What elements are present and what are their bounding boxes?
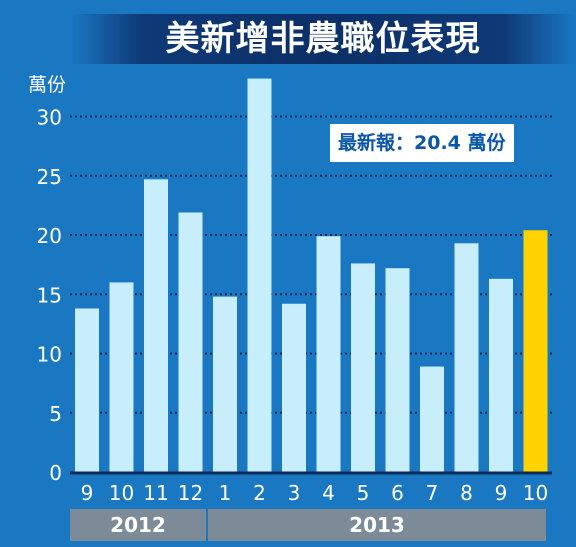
y-tick-label: 30 (37, 106, 62, 130)
bar (523, 230, 548, 472)
x-tick-label: 1 (219, 481, 232, 505)
y-tick-label: 0 (49, 461, 62, 485)
bar (144, 179, 168, 472)
bar (75, 308, 99, 472)
year-group-2012: 2012 (70, 509, 206, 541)
x-tick-label: 5 (357, 481, 370, 505)
x-tick-label: 10 (523, 481, 548, 505)
y-tick-label: 15 (37, 283, 62, 307)
x-tick-label: 10 (109, 481, 134, 505)
y-tick-label: 20 (37, 224, 62, 248)
y-axis-unit-label: 萬份 (28, 74, 67, 96)
bar (454, 243, 479, 472)
bar (316, 236, 341, 472)
x-tick-label: 9 (495, 481, 508, 505)
bar (213, 296, 237, 472)
bar (178, 212, 203, 473)
bar (385, 268, 410, 472)
x-tick-label: 4 (322, 481, 335, 505)
bar (420, 366, 444, 472)
bar (489, 278, 513, 472)
title-banner (70, 14, 576, 64)
bar (109, 282, 134, 472)
bar (282, 303, 306, 472)
y-tick-label: 5 (49, 402, 62, 426)
x-tick-label: 3 (288, 481, 301, 505)
chart-title: 美新增非農職位表現 (165, 19, 481, 59)
x-tick-label: 9 (81, 481, 94, 505)
x-tick-label: 6 (391, 481, 404, 505)
x-tick-label: 12 (178, 481, 203, 505)
bar (247, 78, 272, 472)
x-tick-label: 11 (143, 481, 168, 505)
x-tick-label: 7 (426, 481, 439, 505)
y-tick-label: 25 (37, 165, 62, 189)
x-tick-label: 2 (253, 481, 266, 505)
x-tick-label: 8 (460, 481, 473, 505)
year-group-2013: 2013 (208, 509, 546, 541)
bar (351, 263, 375, 472)
y-tick-label: 10 (37, 343, 62, 367)
latest-value-callout: 最新報：20.4 萬份 (330, 124, 514, 162)
